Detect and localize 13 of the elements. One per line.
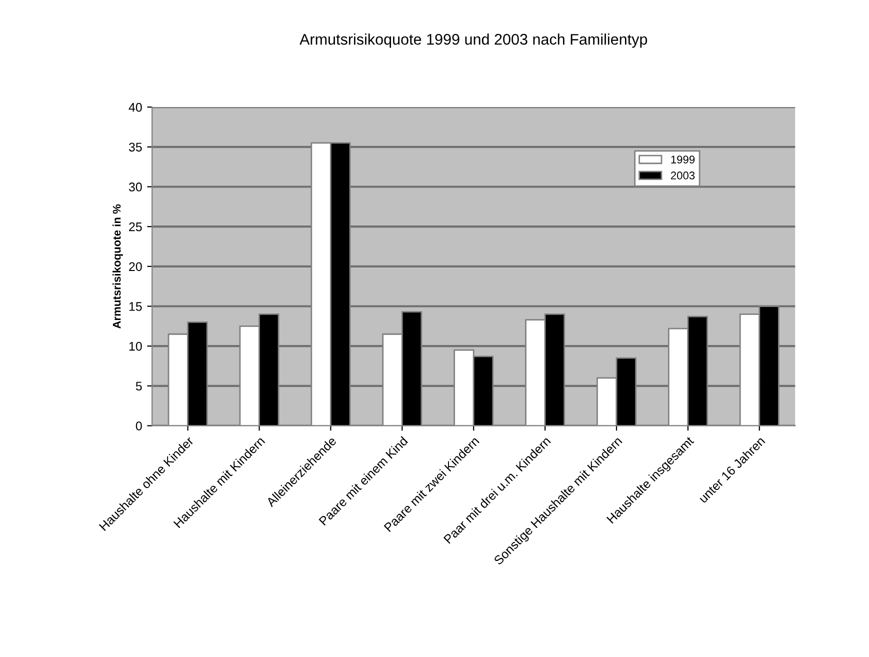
y-tick-label: 35 <box>128 142 142 152</box>
y-tick-label: 20 <box>129 262 142 272</box>
legend-label: 2003 <box>670 172 695 180</box>
y-tick-label: 40 <box>128 102 142 112</box>
y-tick-label: 25 <box>129 222 142 232</box>
legend-label: 1999 <box>671 156 695 164</box>
y-tick-label: 15 <box>129 302 142 311</box>
y-tick-label: 30 <box>128 182 142 192</box>
y-axis-title: Armutsrisikoquote in % <box>112 204 123 328</box>
y-tick-label: 5 <box>136 382 142 391</box>
y-tick-label: 10 <box>129 342 142 351</box>
y-tick-label: 0 <box>136 422 142 430</box>
chart-title: Armutsrisikoquote 1999 und 2003 nach Familientyp <box>300 34 648 48</box>
